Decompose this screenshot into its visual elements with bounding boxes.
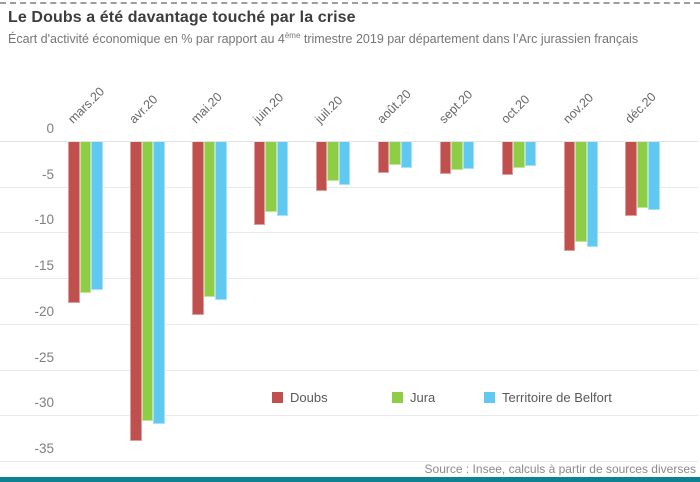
x-axis-label: déc.20 <box>621 89 659 127</box>
legend-label: Jura <box>410 389 436 405</box>
bar-jura-déc.20 <box>636 142 649 208</box>
gridline-y-30 <box>0 415 698 417</box>
legend-swatch-icon <box>484 391 495 403</box>
bar-jura-juil.20 <box>327 142 339 182</box>
bar-jura-nov.20 <box>575 142 587 242</box>
bar-jura-sept.20 <box>451 142 463 171</box>
x-axis-label: nov.20 <box>560 90 596 127</box>
bar-territoire-de-belfort-nov.20 <box>586 142 598 248</box>
bar-territoire-de-belfort-juil.20 <box>338 142 351 185</box>
subtitle-text-1: Écart d'activité économique en % par rap… <box>8 32 285 46</box>
x-axis-label: avr.20 <box>126 92 161 127</box>
bar-territoire-de-belfort-mai.20 <box>215 142 227 301</box>
bar-jura-oct.20 <box>513 142 525 168</box>
y-axis-label: 0 <box>0 121 54 137</box>
bar-territoire-de-belfort-oct.20 <box>524 142 536 166</box>
y-axis-label: -15 <box>0 258 54 275</box>
footer-accent-bar <box>0 477 700 482</box>
gridline-y-25 <box>0 369 698 371</box>
gridline-y0 <box>0 141 698 142</box>
bar-territoire-de-belfort-août.20 <box>400 142 413 168</box>
bar-doubs-juil.20 <box>315 142 328 192</box>
gridline-y-15 <box>0 278 698 280</box>
bar-doubs-déc.20 <box>625 142 637 217</box>
x-axis-label: oct.20 <box>498 92 533 127</box>
bar-jura-août.20 <box>389 142 401 165</box>
bar-doubs-avr.20 <box>130 142 142 441</box>
legend-item-doubs: Doubs <box>272 389 328 405</box>
bar-jura-avr.20 <box>141 142 154 421</box>
bar-doubs-nov.20 <box>563 142 575 251</box>
y-axis-label: -20 <box>0 303 54 320</box>
x-axis-label: mars.20 <box>64 84 107 127</box>
x-axis-label: juil.20 <box>312 93 346 127</box>
bar-territoire-de-belfort-mars.20 <box>91 142 103 291</box>
bar-doubs-sept.20 <box>439 142 452 174</box>
bar-doubs-juin.20 <box>253 142 266 226</box>
bar-territoire-de-belfort-sept.20 <box>462 142 475 170</box>
legend-swatch-icon <box>272 391 283 403</box>
bar-jura-mai.20 <box>203 142 216 297</box>
legend-swatch-icon <box>392 391 403 403</box>
top-dashed-divider <box>0 2 700 4</box>
x-axis-label: sept.20 <box>436 87 476 127</box>
legend-item-territoire-de-belfort: Territoire de Belfort <box>484 389 612 405</box>
bar-territoire-de-belfort-avr.20 <box>153 142 165 424</box>
y-axis-label: -25 <box>0 349 54 366</box>
legend-label: Territoire de Belfort <box>502 389 612 405</box>
bar-territoire-de-belfort-déc.20 <box>648 142 660 210</box>
bar-jura-mars.20 <box>79 142 92 293</box>
y-axis-label: -10 <box>0 212 54 229</box>
source-note: Source : Insee, calculs à partir de sour… <box>424 462 696 476</box>
gridline-y-10 <box>0 232 698 234</box>
y-axis-label: -35 <box>0 441 54 457</box>
bar-jura-juin.20 <box>265 142 277 212</box>
bar-doubs-août.20 <box>377 142 390 174</box>
subtitle-superscript: ème <box>284 30 301 40</box>
chart-title: Le Doubs a été davantage touché par la c… <box>8 9 356 26</box>
x-axis-label: juin.20 <box>250 90 287 127</box>
gridline-y-5 <box>0 186 698 188</box>
gridline-y-35 <box>0 461 698 462</box>
x-axis-label: mai.20 <box>188 89 226 127</box>
legend-label: Doubs <box>290 389 328 405</box>
bar-territoire-de-belfort-juin.20 <box>276 142 289 217</box>
gridline-y-20 <box>0 323 698 325</box>
bar-doubs-oct.20 <box>501 142 513 175</box>
legend-item-jura: Jura <box>392 389 435 405</box>
bar-doubs-mars.20 <box>68 142 80 303</box>
subtitle-text-2: trimestre 2019 par département dans l’Ar… <box>300 32 639 46</box>
y-axis-label: -5 <box>0 166 54 183</box>
y-axis-label: -30 <box>0 395 54 412</box>
x-axis-label: août.20 <box>374 86 414 127</box>
bar-doubs-mai.20 <box>192 142 204 315</box>
chart-subtitle: Écart d'activité économique en % par rap… <box>8 30 698 46</box>
